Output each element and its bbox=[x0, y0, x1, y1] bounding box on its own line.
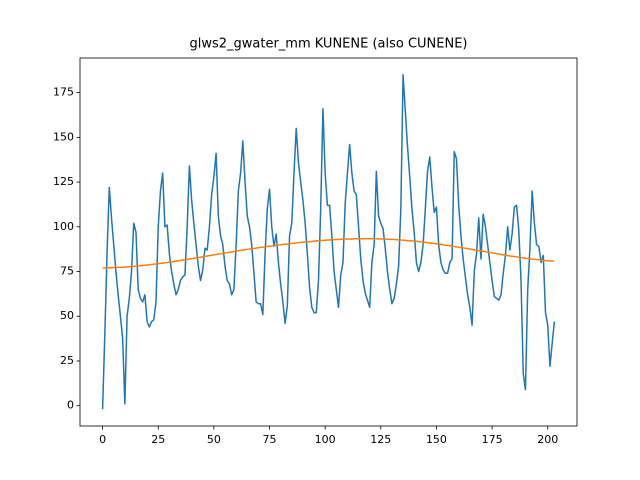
y-tick-label: 50 bbox=[60, 309, 74, 322]
x-tick-label: 200 bbox=[537, 433, 558, 446]
x-tick-label: 125 bbox=[370, 433, 391, 446]
y-tick-label: 0 bbox=[67, 399, 74, 412]
x-tick-label: 25 bbox=[151, 433, 165, 446]
x-tick-label: 75 bbox=[263, 433, 277, 446]
x-tick-label: 175 bbox=[482, 433, 503, 446]
x-tick-label: 150 bbox=[426, 433, 447, 446]
y-tick-label: 175 bbox=[53, 86, 74, 99]
y-tick-label: 75 bbox=[60, 265, 74, 278]
data-line bbox=[101, 73, 556, 410]
x-tick-label: 0 bbox=[99, 433, 106, 446]
data-line bbox=[102, 237, 555, 269]
chart-title: glws2_gwater_mm KUNENE (also CUNENE) bbox=[189, 37, 467, 52]
x-tick-label: 50 bbox=[207, 433, 221, 446]
y-tick-label: 100 bbox=[53, 220, 74, 233]
y-tick-label: 25 bbox=[60, 354, 74, 367]
y-tick-label: 125 bbox=[53, 175, 74, 188]
y-tick-label: 150 bbox=[53, 130, 74, 143]
plot-frame bbox=[79, 57, 578, 427]
x-tick-label: 100 bbox=[315, 433, 336, 446]
